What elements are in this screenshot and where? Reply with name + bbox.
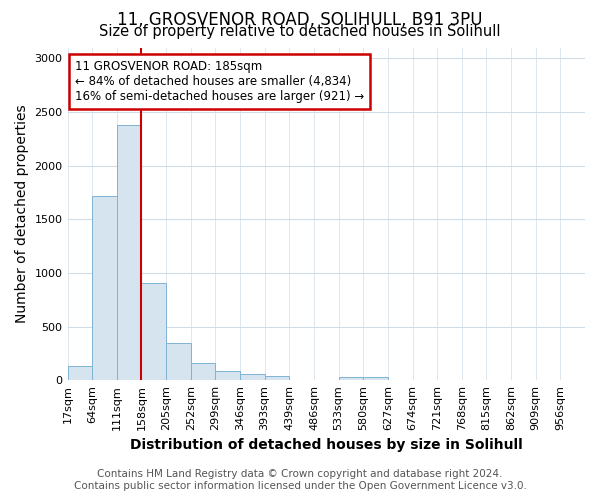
Bar (363, 377, 388, 380)
Bar (265, 376, 289, 380)
Bar (215, 371, 240, 380)
Bar (68, 366, 92, 380)
Bar (338, 377, 363, 380)
Text: Size of property relative to detached houses in Solihull: Size of property relative to detached ho… (99, 24, 501, 39)
Bar (117, 125, 142, 380)
Y-axis label: Number of detached properties: Number of detached properties (15, 104, 29, 323)
Bar (191, 363, 215, 380)
Text: 11, GROSVENOR ROAD, SOLIHULL, B91 3PU: 11, GROSVENOR ROAD, SOLIHULL, B91 3PU (117, 11, 483, 29)
Text: 11 GROSVENOR ROAD: 185sqm
← 84% of detached houses are smaller (4,834)
16% of se: 11 GROSVENOR ROAD: 185sqm ← 84% of detac… (75, 60, 364, 104)
Bar (240, 374, 265, 380)
Bar (92, 196, 117, 380)
X-axis label: Distribution of detached houses by size in Solihull: Distribution of detached houses by size … (130, 438, 523, 452)
Bar (142, 282, 166, 380)
Bar (166, 343, 191, 380)
Text: Contains HM Land Registry data © Crown copyright and database right 2024.
Contai: Contains HM Land Registry data © Crown c… (74, 470, 526, 491)
